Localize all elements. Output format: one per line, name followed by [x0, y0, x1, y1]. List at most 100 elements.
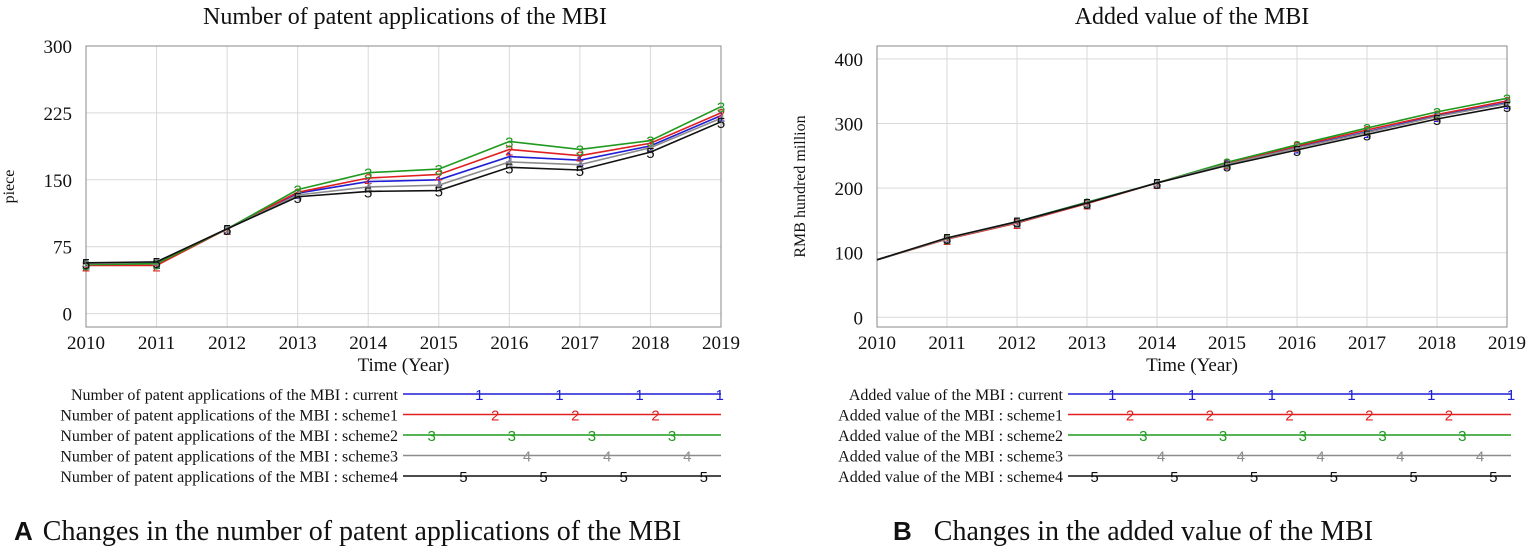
data-point-marker: 4 [435, 178, 443, 195]
legend-marker: 4 [1396, 449, 1404, 466]
data-point-marker: 5 [1223, 159, 1231, 176]
legend-marker: 3 [1299, 428, 1307, 445]
data-point-marker: 4 [1433, 109, 1441, 126]
y-tick-label: 100 [835, 244, 864, 265]
x-tick-label: 2016 [490, 333, 528, 354]
data-point-marker: 3 [1013, 215, 1021, 232]
data-point-marker: 5 [1293, 143, 1301, 160]
data-point-marker: 1 [1293, 140, 1301, 157]
legend-label: Added value of the MBI : current [849, 387, 1064, 404]
series-line-5 [876, 105, 1508, 261]
x-tick-label: 2017 [561, 333, 599, 354]
y-tick-label: 400 [835, 50, 864, 71]
legend-marker: 3 [508, 428, 516, 445]
legend-marker: 1 [1347, 387, 1355, 404]
data-point-marker: 3 [223, 222, 231, 239]
legend-marker: 2 [1445, 408, 1453, 425]
data-point-marker: 5 [1083, 196, 1091, 213]
x-tick-label: 2010 [858, 333, 896, 354]
data-point-marker: 2 [646, 136, 654, 153]
x-tick-label: 2011 [928, 333, 965, 354]
y-axis-label: piece [1, 170, 18, 204]
legend-marker: 1 [1427, 387, 1435, 404]
x-tick-label: 2019 [1488, 333, 1526, 354]
series-line-5 [85, 121, 722, 264]
data-point-marker: 5 [223, 222, 231, 239]
legend-label: Number of patent applications of the MBI… [60, 408, 398, 425]
data-point-marker: 4 [1013, 215, 1021, 232]
legend-marker: 1 [635, 387, 643, 404]
data-point-marker: 4 [576, 158, 584, 175]
data-point-marker: 4 [943, 232, 951, 249]
series-line-4 [876, 102, 1508, 261]
data-point-marker: 2 [293, 185, 301, 202]
data-point-marker: 4 [717, 111, 725, 128]
y-tick-label: 200 [835, 179, 864, 200]
legend-marker: 3 [1139, 428, 1147, 445]
data-point-marker: 3 [152, 257, 160, 274]
series-line-1 [876, 102, 1508, 261]
chart-title: Added value of the MBI [1075, 4, 1310, 30]
data-point-marker: 3 [1433, 105, 1441, 122]
data-point-marker: 1 [505, 150, 513, 167]
legend-marker: 5 [1409, 469, 1417, 486]
y-tick-label: 75 [53, 238, 72, 259]
chart-a: Number of patent applications of the MBI… [1, 4, 740, 486]
x-axis-label: Time (Year) [1146, 355, 1238, 376]
data-point-marker: 5 [293, 190, 301, 207]
data-point-marker: 1 [576, 153, 584, 170]
legend-marker: 3 [1378, 428, 1386, 445]
data-point-marker: 3 [576, 142, 584, 159]
legend-marker: 4 [683, 449, 691, 466]
legend-marker: 2 [1365, 408, 1373, 425]
data-point-marker: 3 [293, 183, 301, 200]
data-point-marker: 1 [1153, 176, 1161, 193]
legend-marker: 3 [588, 428, 596, 445]
data-point-marker: 4 [223, 222, 231, 239]
data-point-marker: 3 [82, 258, 90, 275]
data-point-marker: 5 [576, 163, 584, 180]
data-point-marker: 2 [576, 149, 584, 166]
data-point-marker: 4 [1153, 176, 1161, 193]
y-tick-label: 150 [44, 171, 73, 192]
x-tick-label: 2010 [67, 333, 105, 354]
data-point-marker: 4 [82, 257, 90, 274]
data-point-marker: 5 [943, 231, 951, 248]
legend-marker: 3 [427, 428, 435, 445]
legend-label: Number of patent applications of the MBI… [71, 387, 399, 404]
data-point-marker: 1 [435, 173, 443, 190]
x-tick-label: 2013 [279, 333, 317, 354]
plot-frame [876, 45, 1508, 328]
caption-b: B Changes in the added value of the MBI [893, 516, 1373, 548]
data-point-marker: 1 [1363, 125, 1371, 142]
data-point-marker: 5 [435, 184, 443, 201]
data-point-marker: 3 [435, 162, 443, 179]
data-point-marker: 3 [364, 166, 372, 183]
data-point-marker: 3 [1153, 176, 1161, 193]
legend-marker: 3 [1458, 428, 1466, 445]
y-tick-label: 225 [44, 104, 73, 125]
data-point-marker: 2 [223, 222, 231, 239]
data-point-marker: 5 [364, 184, 372, 201]
data-point-marker: 4 [505, 155, 513, 172]
data-point-marker: 3 [943, 232, 951, 249]
y-tick-label: 0 [63, 305, 73, 326]
x-tick-label: 2017 [1348, 333, 1386, 354]
data-point-marker: 3 [1293, 138, 1301, 155]
data-point-marker: 2 [717, 106, 725, 123]
data-point-marker: 4 [152, 255, 160, 272]
legend-marker: 4 [523, 449, 531, 466]
legend-label: Number of patent applications of the MBI… [60, 449, 398, 466]
data-point-marker: 1 [943, 232, 951, 249]
data-point-marker: 1 [1433, 109, 1441, 126]
legend-marker: 2 [491, 408, 499, 425]
legend-marker: 1 [555, 387, 563, 404]
legend-label: Number of patent applications of the MBI… [60, 428, 398, 445]
data-point-marker: 3 [505, 134, 513, 151]
legend-marker: 4 [1316, 449, 1324, 466]
series-line-2 [86, 112, 722, 267]
x-tick-label: 2019 [702, 333, 740, 354]
legend-marker: 1 [1108, 387, 1116, 404]
